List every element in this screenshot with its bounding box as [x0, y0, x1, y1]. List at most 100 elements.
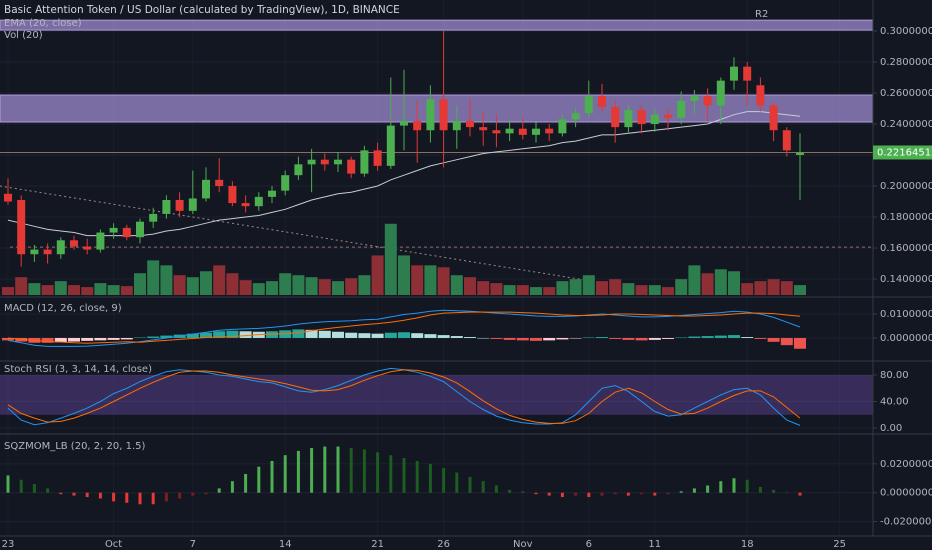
main-layer: [2, 31, 806, 505]
ema-label: EMA (20, close): [4, 18, 82, 29]
candle-body: [307, 159, 316, 165]
momentum-bar: [481, 481, 485, 493]
macd-histogram-bar: [437, 335, 450, 338]
macd-histogram-bar: [622, 337, 635, 340]
volume-bar: [68, 285, 80, 295]
macd-histogram-bar: [516, 337, 529, 341]
macd-histogram-bar: [701, 336, 714, 338]
macd-histogram-bar: [2, 337, 14, 341]
trendline: [0, 185, 589, 282]
candle-body: [677, 100, 686, 118]
candle-body: [294, 164, 303, 176]
volume-bar: [332, 281, 344, 295]
candle-body: [268, 190, 276, 197]
momentum-bar: [679, 491, 683, 493]
zone: [0, 19, 874, 31]
volume-bar: [318, 279, 331, 295]
signal-line: [7, 311, 801, 344]
momentum-bar: [745, 479, 749, 493]
momentum-bar: [547, 492, 551, 496]
volume-bar: [569, 279, 582, 295]
candle-body: [70, 240, 78, 247]
candle-body: [215, 179, 224, 187]
volume-bar: [530, 287, 542, 295]
candle-body: [611, 106, 620, 128]
volume-bar: [200, 271, 212, 295]
momentum-bar: [587, 492, 591, 498]
back-layer: [0, 19, 874, 523]
macd-histogram-bar: [213, 331, 226, 338]
volume-bar: [437, 267, 450, 295]
y-tick-label: 0.14000000: [880, 274, 932, 285]
volume-bar: [252, 283, 265, 295]
candle-body: [347, 159, 356, 174]
momentum-bar: [666, 492, 670, 495]
volume-bar: [648, 285, 661, 295]
macd-histogram-bar: [81, 337, 94, 341]
momentum-bar: [574, 492, 578, 496]
candle-body: [254, 196, 263, 207]
volume-bar: [371, 255, 384, 295]
momentum-bar: [494, 485, 498, 493]
momentum-bar: [323, 446, 327, 493]
macd-histogram-bar: [68, 337, 80, 342]
momentum-bar: [336, 446, 340, 493]
volume-label: Vol (20): [4, 30, 43, 41]
macd-histogram-bar: [450, 336, 463, 338]
macd-histogram-bar: [292, 329, 305, 338]
volume-bar: [609, 279, 622, 295]
volume-bar: [15, 277, 28, 295]
momentum-bar: [389, 455, 393, 493]
candle-body: [518, 128, 527, 135]
volume-bar: [424, 265, 437, 295]
momentum-bar: [521, 491, 525, 493]
stoch-band: [0, 374, 873, 415]
momentum-bar: [85, 492, 89, 498]
volume-bar: [107, 285, 120, 295]
macd-histogram-bar: [15, 337, 28, 342]
volume-bar: [754, 281, 767, 295]
macd-histogram-bar: [635, 337, 648, 341]
macd-histogram-bar: [767, 337, 780, 342]
macd-histogram-bar: [648, 337, 661, 340]
x-tick-label: 25: [833, 539, 846, 550]
momentum-bar: [164, 492, 168, 502]
candle-body: [17, 199, 26, 255]
candle-body: [162, 199, 171, 214]
momentum-bar: [468, 476, 472, 493]
macd-histogram-bar: [239, 331, 252, 338]
momentum-bar: [270, 460, 274, 493]
volume-bar: [503, 285, 516, 295]
x-tick-label: 18: [741, 539, 754, 550]
volume-bar: [147, 260, 160, 295]
momentum-bar: [6, 475, 10, 493]
volume-bar: [160, 265, 173, 295]
candle-body: [716, 80, 725, 106]
candle-body: [122, 227, 131, 238]
x-tick-label: 23: [2, 539, 15, 550]
volume-bar: [596, 281, 608, 295]
momentum-bar: [613, 492, 617, 495]
volume-bar: [384, 223, 397, 295]
macd-histogram-bar: [266, 331, 278, 338]
candle-body: [4, 193, 12, 202]
y-tick-label: 0.00: [880, 423, 902, 434]
momentum-bar: [349, 447, 353, 493]
volume-bar: [213, 265, 226, 295]
momentum-bar: [310, 447, 314, 493]
candle-body: [43, 249, 52, 255]
candle-body: [769, 105, 778, 131]
macd-histogram-bar: [305, 329, 318, 338]
candle-body: [466, 120, 474, 128]
macd-histogram-bar: [120, 337, 133, 340]
momentum-bar: [138, 492, 142, 505]
macd-histogram-bar: [94, 337, 107, 341]
indicator-title: MACD (12, 26, close, 9): [4, 303, 122, 314]
